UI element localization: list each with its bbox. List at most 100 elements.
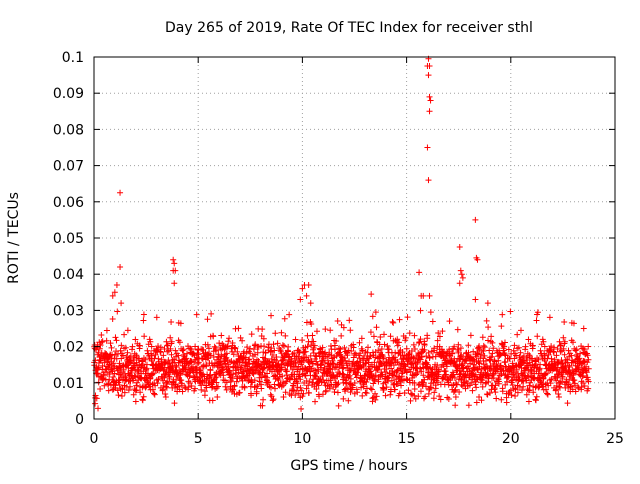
data-point <box>527 379 534 386</box>
data-point <box>292 336 299 343</box>
data-point <box>351 380 358 387</box>
data-point <box>436 333 443 340</box>
data-point <box>585 343 592 350</box>
data-point <box>499 311 506 318</box>
data-point <box>358 335 365 342</box>
data-point <box>162 372 169 379</box>
data-point <box>186 345 193 352</box>
data-point <box>376 363 383 370</box>
data-point <box>578 384 585 391</box>
data-point <box>381 331 388 338</box>
data-point <box>110 374 117 381</box>
data-point <box>292 392 299 399</box>
data-point <box>359 347 366 354</box>
data-point <box>394 336 401 343</box>
data-point <box>408 347 415 354</box>
data-point <box>171 260 178 267</box>
data-point <box>417 365 424 372</box>
data-point <box>194 360 201 367</box>
data-point <box>571 380 578 387</box>
data-point <box>560 334 567 341</box>
data-point <box>466 365 473 372</box>
data-point <box>178 380 185 387</box>
data-point <box>315 368 322 375</box>
data-point <box>290 388 297 395</box>
data-point <box>298 387 305 394</box>
data-point <box>93 395 100 402</box>
data-point <box>110 360 117 367</box>
data-point <box>334 389 341 396</box>
data-point <box>316 393 323 400</box>
data-point <box>346 358 353 365</box>
data-points <box>91 55 592 412</box>
data-point <box>236 389 243 396</box>
data-point <box>513 366 520 373</box>
data-point <box>108 355 115 362</box>
data-point <box>162 391 169 398</box>
data-point <box>119 386 126 393</box>
data-point <box>501 339 508 346</box>
data-point <box>420 379 427 386</box>
data-point <box>266 383 273 390</box>
data-point <box>251 366 258 373</box>
data-point <box>488 333 495 340</box>
data-point <box>280 394 287 401</box>
data-point <box>501 350 508 357</box>
data-point <box>411 346 418 353</box>
data-point <box>424 361 431 368</box>
data-point <box>271 347 278 354</box>
data-point <box>581 383 588 390</box>
data-point <box>92 400 99 407</box>
data-point <box>570 339 577 346</box>
data-point <box>252 383 259 390</box>
data-point <box>326 362 333 369</box>
data-point <box>517 362 524 369</box>
data-point <box>416 350 423 357</box>
data-point <box>278 383 285 390</box>
data-point <box>442 368 449 375</box>
data-point <box>193 365 200 372</box>
data-point <box>505 346 512 353</box>
data-point <box>490 345 497 352</box>
data-point <box>275 377 282 384</box>
data-point <box>269 397 276 404</box>
data-point <box>250 371 257 378</box>
data-point <box>147 338 154 345</box>
data-point <box>101 382 108 389</box>
data-point <box>410 341 417 348</box>
data-point <box>94 365 101 372</box>
data-point <box>105 387 112 394</box>
data-point <box>136 342 143 349</box>
data-point <box>430 395 437 402</box>
data-point <box>117 347 124 354</box>
data-point <box>344 385 351 392</box>
data-point <box>153 314 160 321</box>
data-point <box>551 344 558 351</box>
data-point <box>172 347 179 354</box>
data-point <box>394 342 401 349</box>
data-point <box>434 362 441 369</box>
data-point <box>313 386 320 393</box>
data-point <box>367 353 374 360</box>
data-point <box>339 365 346 372</box>
data-point <box>311 342 318 349</box>
data-point <box>179 347 186 354</box>
data-point <box>363 378 370 385</box>
data-point <box>425 373 432 380</box>
data-point <box>297 376 304 383</box>
data-point <box>205 345 212 352</box>
data-point <box>388 377 395 384</box>
data-point <box>326 369 333 376</box>
data-point <box>511 342 518 349</box>
data-point <box>300 390 307 397</box>
data-point <box>385 346 392 353</box>
data-point <box>525 398 532 405</box>
data-point <box>302 372 309 379</box>
data-point <box>171 280 178 287</box>
data-point <box>523 391 530 398</box>
data-point <box>391 386 398 393</box>
data-point <box>377 334 384 341</box>
x-tick-label: 20 <box>502 431 520 447</box>
data-point <box>456 244 463 251</box>
data-point <box>268 384 275 391</box>
